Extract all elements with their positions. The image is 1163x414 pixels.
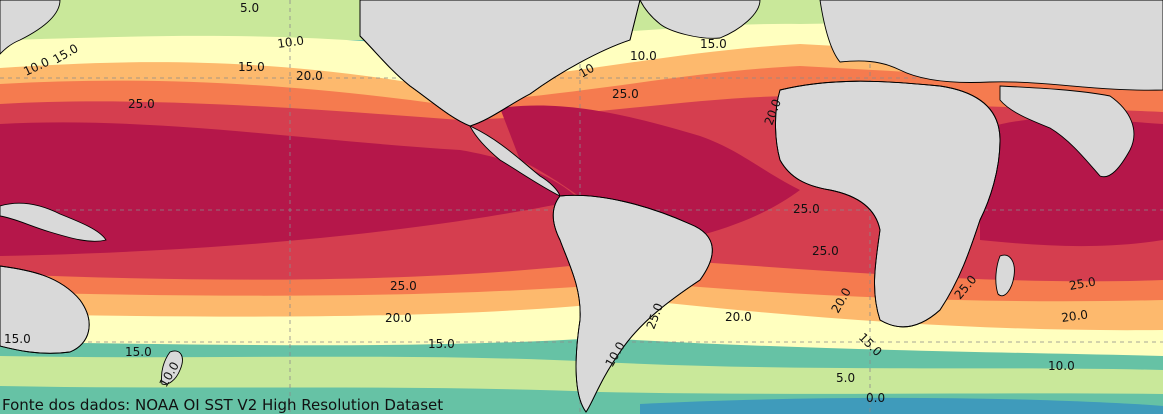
label-15-spac-w: 15.0 — [4, 332, 31, 346]
contour-labels: 5.0 10.0 10.0 15.0 15.0 20.0 25.0 10.0 1… — [4, 1, 1097, 405]
label-5-nw: 5.0 — [240, 1, 259, 15]
label-15-aus: 15.0 — [125, 345, 152, 359]
label-15-natl: 15.0 — [700, 37, 727, 51]
label-25-spac: 25.0 — [390, 279, 417, 293]
label-0-so: 0.0 — [866, 391, 885, 405]
coastlines — [0, 0, 1001, 413]
label-20-satl: 20.0 — [725, 310, 752, 324]
greenland — [639, 0, 761, 39]
label-15-spac: 15.0 — [428, 337, 455, 351]
label-25-satl-b: 25.0 — [812, 244, 839, 258]
indonesia — [0, 202, 107, 242]
europe — [819, 0, 1163, 91]
new-zealand — [161, 350, 183, 385]
label-20-npac: 20.0 — [296, 69, 323, 83]
madagascar — [995, 254, 1015, 297]
label-10-natl: 10.0 — [630, 49, 657, 63]
data-source-credit: Fonte dos dados: NOAA OI SST V2 High Res… — [2, 396, 443, 414]
label-25-satl: 25.0 — [793, 202, 820, 216]
label-25-natl: 25.0 — [612, 87, 639, 101]
label-20-spac: 20.0 — [385, 311, 412, 325]
band-28-pacific — [0, 122, 580, 256]
label-10-natl-b: 10 — [577, 61, 597, 81]
band-28-atlantic — [500, 105, 800, 246]
band-0-south — [640, 397, 1163, 414]
arabia-india — [999, 85, 1135, 178]
label-5-so: 5.0 — [836, 371, 855, 385]
label-25-sio: 25.0 — [1068, 275, 1097, 293]
label-15-npac: 15.0 — [238, 60, 265, 74]
label-25-npac: 25.0 — [128, 97, 155, 111]
asia-west — [0, 0, 61, 55]
label-20-sio: 20.0 — [1060, 307, 1088, 325]
label-10-npac: 10.0 — [276, 33, 304, 51]
label-10-sio: 10.0 — [1048, 359, 1075, 373]
